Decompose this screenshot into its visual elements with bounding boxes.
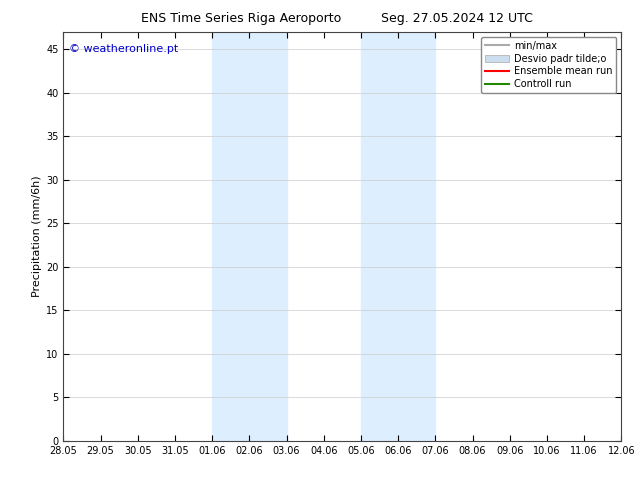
Text: ENS Time Series Riga Aeroporto: ENS Time Series Riga Aeroporto: [141, 12, 341, 25]
Bar: [212, 32, 287, 441]
Bar: [361, 32, 436, 441]
Text: Seg. 27.05.2024 12 UTC: Seg. 27.05.2024 12 UTC: [380, 12, 533, 25]
Legend: min/max, Desvio padr tilde;o, Ensemble mean run, Controll run: min/max, Desvio padr tilde;o, Ensemble m…: [481, 37, 616, 93]
Y-axis label: Precipitation (mm/6h): Precipitation (mm/6h): [32, 175, 42, 297]
Text: © weatheronline.pt: © weatheronline.pt: [69, 44, 178, 54]
